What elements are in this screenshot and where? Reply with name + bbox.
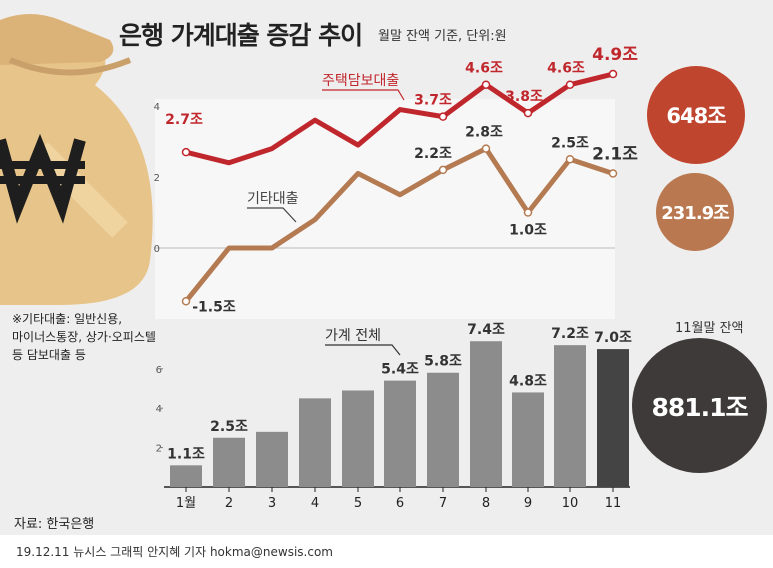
bar <box>170 465 202 487</box>
other-data-label: -1.5조 <box>192 299 236 315</box>
data-point <box>438 165 448 175</box>
x-tick-label: 9 <box>524 496 532 511</box>
x-tick-label: 5 <box>354 496 362 511</box>
bar <box>384 380 416 487</box>
data-point <box>523 208 533 217</box>
other-leader-line <box>247 207 297 223</box>
bar <box>342 390 374 487</box>
bar-data-label: 2.5조 <box>210 419 248 435</box>
housing-data-label: 4.6조 <box>547 61 585 77</box>
data-point <box>181 147 191 157</box>
y-tick-label: 4 <box>154 102 160 113</box>
footer-strip <box>0 535 773 568</box>
total-balance-circle: 881.1조 <box>632 338 767 473</box>
bar-data-label: 7.2조 <box>551 326 589 342</box>
other-data-label: 2.1조 <box>592 144 638 164</box>
housing-data-label: 2.7조 <box>165 112 203 128</box>
bar-y-tick-label: 4 <box>156 404 162 415</box>
footnote-line: 마이너스통장, 상가·오피스텔 <box>12 330 156 344</box>
bar-data-label: 5.8조 <box>424 354 462 370</box>
bar <box>299 398 331 487</box>
housing-series-label: 주택담보대출 <box>322 73 399 89</box>
x-tick-label: 6 <box>396 496 404 511</box>
bar-y-tick-label: 2 <box>156 444 162 455</box>
data-point <box>608 169 618 178</box>
y-tick-label: 0 <box>154 244 160 255</box>
bar <box>256 431 288 487</box>
footnote-line: ※기타대출: 일반신용, <box>12 312 123 326</box>
housing-balance-circle: 648조 <box>647 66 745 164</box>
data-point <box>481 144 491 153</box>
won-sign-icon <box>0 133 86 224</box>
page-subtitle: 월말 잔액 기준, 단위:원 <box>378 29 507 44</box>
line-plot-background <box>155 98 615 320</box>
x-tick-label: 2 <box>225 496 233 511</box>
data-point <box>565 80 575 89</box>
housing-leader-line <box>322 89 405 101</box>
data-point <box>523 108 533 118</box>
data-point <box>565 155 575 164</box>
bar <box>213 437 245 487</box>
x-tick-label: 7 <box>439 496 447 511</box>
data-point <box>608 69 618 79</box>
data-point <box>438 112 448 121</box>
bar <box>470 341 502 487</box>
other-data-label: 1.0조 <box>509 223 547 239</box>
bar <box>512 392 544 487</box>
balance-label: 11월말 잔액 <box>675 321 744 336</box>
x-tick-label: 3 <box>268 496 276 511</box>
x-tick-label: 8 <box>482 496 490 511</box>
housing-data-label: 4.9조 <box>592 45 638 65</box>
housing-data-label: 3.7조 <box>414 93 452 109</box>
housing-loan-line <box>185 71 614 166</box>
other-data-label: 2.8조 <box>465 125 503 141</box>
bar <box>427 372 459 487</box>
housing-data-label: 3.8조 <box>505 89 543 105</box>
other-balance-circle: 231.9조 <box>656 173 734 251</box>
bar-data-label: 7.4조 <box>467 322 505 338</box>
bar <box>554 345 586 487</box>
y-tick-label: 2 <box>154 173 160 184</box>
x-tick-label: 10 <box>562 496 579 511</box>
other-data-label: 2.2조 <box>414 146 452 162</box>
other-series-label: 기타대출 <box>247 191 299 207</box>
bar <box>597 349 629 487</box>
x-tick-label: 4 <box>311 496 319 511</box>
footnote: ※기타대출: 일반신용, 마이너스통장, 상가·오피스텔 등 담보대출 등 <box>12 310 182 364</box>
source-text: 자료: 한국은행 <box>14 517 95 532</box>
data-point <box>181 297 191 306</box>
x-tick-label: 1월 <box>176 496 196 511</box>
data-point <box>481 80 491 89</box>
footnote-line: 등 담보대출 등 <box>12 348 86 362</box>
bar-data-label: 7.0조 <box>594 330 632 346</box>
bar-data-label: 1.1조 <box>167 446 205 462</box>
x-tick-label: 11 <box>605 496 622 511</box>
credit-text: 19.12.11 뉴시스 그래픽 안지혜 기자 hokma@newsis.com <box>16 545 333 559</box>
bar-data-label: 5.4조 <box>381 362 419 378</box>
bar-y-tick-label: 6 <box>156 365 162 376</box>
other-loan-line <box>184 146 614 303</box>
other-data-label: 2.5조 <box>551 135 589 151</box>
housing-data-label: 4.6조 <box>465 61 503 77</box>
bar-data-label: 4.8조 <box>509 373 547 389</box>
page-title: 은행 가계대출 증감 추이 <box>119 21 363 50</box>
bar-chart-title: 가계 전체 <box>325 328 381 344</box>
bar-title-leader-line <box>325 344 401 356</box>
money-bag-icon <box>0 14 153 305</box>
